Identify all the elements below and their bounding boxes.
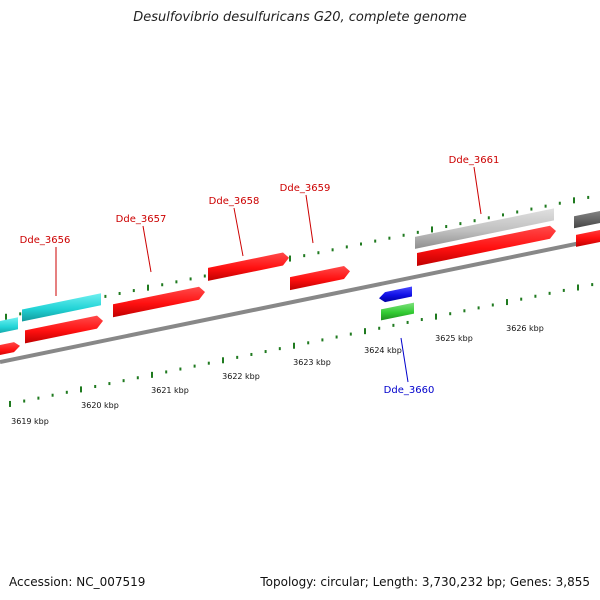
scale-label: 3626 kbp (506, 324, 544, 333)
scale-labels: 3619 kbp 3620 kbp 3621 kbp 3622 kbp 3623 kbp… (11, 324, 544, 426)
gene-arrow (208, 252, 289, 281)
label-leader-lines (55, 166, 482, 383)
gene-block-dark (574, 210, 600, 229)
genome-summary-text: Topology: circular; Length: 3,730,232 bp… (260, 575, 590, 589)
leader-line (233, 207, 244, 257)
scale-label: 3620 kbp (81, 401, 119, 410)
gene-arrow (417, 225, 556, 266)
scale-label: 3624 kbp (364, 346, 402, 355)
scale-label: 3621 kbp (151, 386, 189, 395)
leader-line (142, 225, 152, 273)
gene-arrow-reverse (379, 286, 412, 303)
scale-label: 3622 kbp (222, 372, 260, 381)
map-title: Desulfovibrio desulfuricans G20, complet… (133, 10, 467, 25)
gene-arrow (113, 286, 205, 318)
gene-label: Dde_3657 (116, 214, 167, 225)
gene-block-cyan (0, 317, 18, 334)
gene-arrow (25, 315, 103, 344)
gene-label: Dde_3660 (384, 385, 435, 396)
gene-block-green (381, 302, 414, 321)
scale-label: 3625 kbp (435, 334, 473, 343)
gene-features (0, 208, 600, 356)
gene-arrow (0, 342, 20, 356)
gene-arrow (576, 229, 600, 247)
gene-arrow (290, 266, 350, 291)
lower-tick-track (9, 283, 594, 407)
gene-label: Dde_3661 (449, 155, 500, 166)
leader-line (400, 337, 409, 383)
gene-label: Dde_3659 (280, 183, 331, 194)
gene-block-cyan (22, 293, 101, 322)
scale-label: 3623 kbp (293, 358, 331, 367)
leader-line (473, 166, 482, 215)
leader-line (305, 194, 314, 244)
axis-line (0, 237, 600, 364)
genome-axis (0, 237, 600, 364)
gene-label: Dde_3656 (20, 235, 71, 246)
gene-label: Dde_3658 (209, 196, 260, 207)
scale-label: 3619 kbp (11, 417, 49, 426)
gene-labels: Dde_3656 Dde_3657 Dde_3658 Dde_3659 Dde_3660… (20, 155, 500, 396)
gene-block-grey (415, 208, 554, 249)
accession-text: Accession: NC_007519 (9, 575, 146, 589)
